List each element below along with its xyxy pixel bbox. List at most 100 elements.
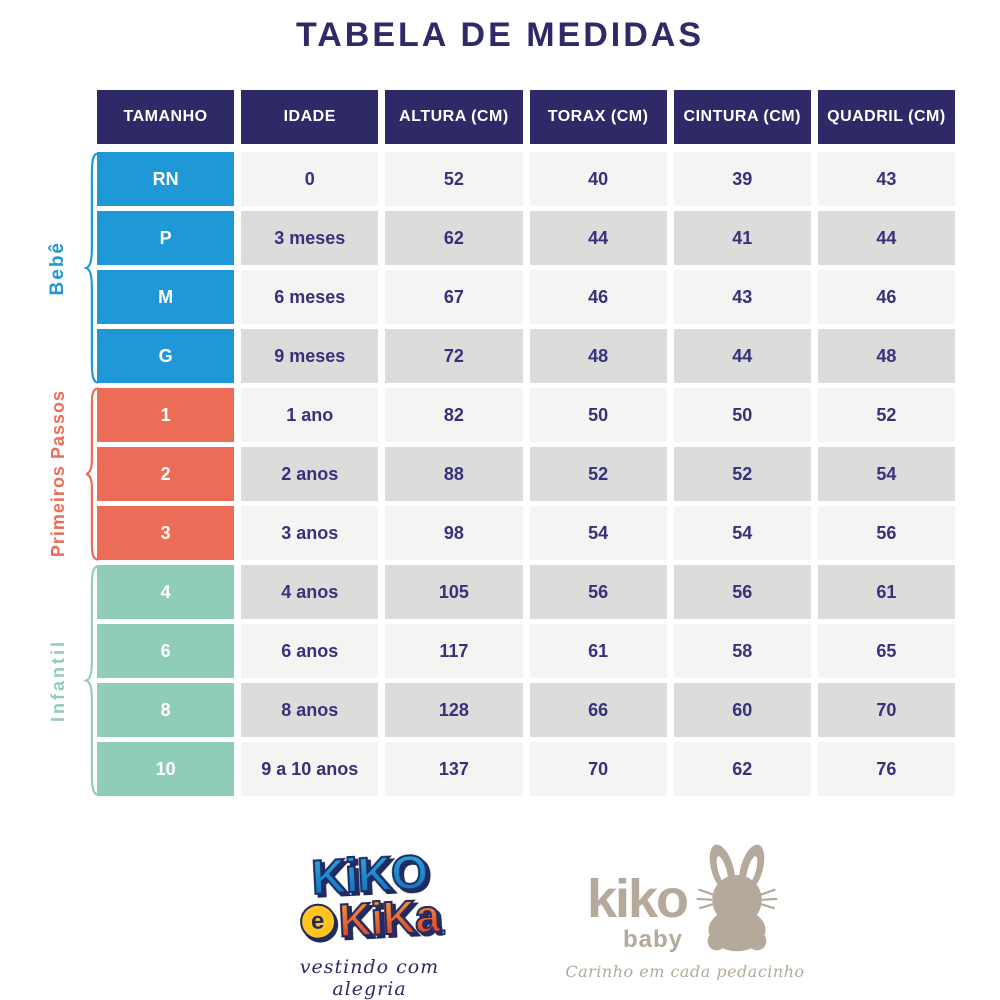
column-header-idade: IDADE	[241, 90, 379, 144]
column-header-tamanho: TAMANHO	[97, 90, 235, 144]
torax-cell: 56	[529, 565, 667, 619]
quadril-cell: 46	[817, 270, 955, 324]
torax-cell: 40	[529, 152, 667, 206]
group-label-infantil: Infantil	[47, 639, 68, 722]
column-header-quadril: QUADRIL (CM)	[817, 90, 955, 144]
idade-cell: 6 meses	[241, 270, 379, 324]
cintura-cell: 39	[673, 152, 811, 206]
altura-cell: 62	[385, 211, 523, 265]
quadril-cell: 43	[817, 152, 955, 206]
column-header-torax: TORAX (CM)	[529, 90, 667, 144]
size-cell: P	[97, 211, 235, 265]
altura-cell: 105	[385, 565, 523, 619]
column-header-altura: ALTURA (CM)	[385, 90, 523, 144]
quadril-cell: 56	[817, 506, 955, 560]
altura-cell: 137	[385, 742, 523, 796]
size-cell: 1	[97, 388, 235, 442]
page-title: TABELA DE MEDIDAS	[296, 16, 704, 54]
cintura-cell: 44	[673, 329, 811, 383]
altura-cell: 88	[385, 447, 523, 501]
kiko-e-kika-tagline: vestindo com alegria	[299, 956, 440, 1000]
altura-cell: 128	[385, 683, 523, 737]
kiko-baby-logo: kiko baby	[560, 842, 810, 981]
group-label-primeiros-passos: Primeiros Passos	[47, 390, 68, 558]
size-cell: RN	[97, 152, 235, 206]
cintura-cell: 43	[673, 270, 811, 324]
altura-cell: 117	[385, 624, 523, 678]
altura-cell: 67	[385, 270, 523, 324]
cintura-cell: 62	[673, 742, 811, 796]
size-cell: G	[97, 329, 235, 383]
altura-cell: 52	[385, 152, 523, 206]
size-cell: 10	[97, 742, 235, 796]
infantil-group-bracket-icon	[84, 563, 99, 798]
quadril-cell: 48	[817, 329, 955, 383]
idade-cell: 2 anos	[241, 447, 379, 501]
baby-wordmark: baby	[623, 926, 684, 953]
table-row: RN 0 52 40 39 43	[97, 152, 955, 206]
altura-cell: 72	[385, 329, 523, 383]
torax-cell: 46	[529, 270, 667, 324]
cintura-cell: 58	[673, 624, 811, 678]
idade-cell: 9 meses	[241, 329, 379, 383]
bunny-icon	[696, 844, 778, 952]
idade-cell: 6 anos	[241, 624, 379, 678]
idade-cell: 8 anos	[241, 683, 379, 737]
group-label-bebe: Bebê	[47, 240, 68, 296]
quadril-cell: 44	[817, 211, 955, 265]
torax-cell: 61	[529, 624, 667, 678]
primeiros-passos-group-bracket-icon	[84, 386, 99, 562]
torax-cell: 50	[529, 388, 667, 442]
kiko-baby-wordmark: kiko	[586, 869, 689, 930]
cintura-cell: 41	[673, 211, 811, 265]
altura-cell: 82	[385, 388, 523, 442]
bebe-group-bracket-icon	[84, 150, 99, 386]
size-cell: 8	[97, 683, 235, 737]
quadril-cell: 65	[817, 624, 955, 678]
size-cell: 2	[97, 447, 235, 501]
column-header-cintura: CINTURA (CM)	[673, 90, 811, 144]
idade-cell: 9 a 10 anos	[241, 742, 379, 796]
cintura-cell: 54	[673, 506, 811, 560]
cintura-cell: 56	[673, 565, 811, 619]
kiko-e-kika-logo: KiKO e KiKa vestindo com alegria	[262, 845, 477, 1000]
torax-cell: 54	[529, 506, 667, 560]
cintura-cell: 52	[673, 447, 811, 501]
idade-cell: 4 anos	[241, 565, 379, 619]
table-row: 10 9 a 10 anos 137 70 62 76	[97, 742, 955, 796]
idade-cell: 3 meses	[241, 211, 379, 265]
size-cell: 3	[97, 506, 235, 560]
torax-cell: 44	[529, 211, 667, 265]
table-body: RN 0 52 40 39 43 P 3 meses 62 44 41 44 M 6 meses 67 46 4…	[97, 152, 955, 796]
torax-cell: 52	[529, 447, 667, 501]
altura-cell: 98	[385, 506, 523, 560]
idade-cell: 0	[241, 152, 379, 206]
cintura-cell: 50	[673, 388, 811, 442]
measurements-table: TAMANHO IDADE ALTURA (CM) TORAX (CM) CIN…	[97, 90, 955, 801]
idade-cell: 1 ano	[241, 388, 379, 442]
kiko-baby-tagline: Carinho em cada pedacinho	[565, 962, 805, 981]
cintura-cell: 60	[673, 683, 811, 737]
quadril-cell: 70	[817, 683, 955, 737]
quadril-cell: 52	[817, 388, 955, 442]
size-cell: 6	[97, 624, 235, 678]
torax-cell: 66	[529, 683, 667, 737]
e-badge: e	[298, 902, 337, 941]
size-cell: 4	[97, 565, 235, 619]
table-header-row: TAMANHO IDADE ALTURA (CM) TORAX (CM) CIN…	[97, 90, 955, 144]
torax-cell: 48	[529, 329, 667, 383]
quadril-cell: 76	[817, 742, 955, 796]
kika-wordmark: KiKa	[336, 888, 441, 947]
idade-cell: 3 anos	[241, 506, 379, 560]
quadril-cell: 61	[817, 565, 955, 619]
size-cell: M	[97, 270, 235, 324]
